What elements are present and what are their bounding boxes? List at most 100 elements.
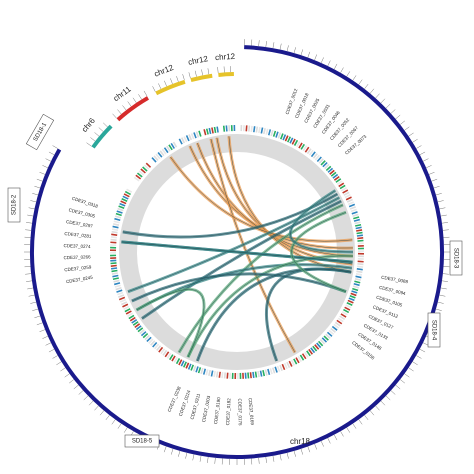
- heat-cell: [338, 182, 345, 188]
- heat-cell: [135, 174, 142, 180]
- heat-cell: [267, 368, 271, 375]
- heat-cell: [127, 312, 134, 317]
- tick: [36, 322, 43, 326]
- chromosome-arc: [155, 79, 186, 96]
- heat-cell: [284, 135, 289, 142]
- link-edge: [210, 138, 296, 353]
- heat-cell: [124, 190, 131, 196]
- heat-cell: [306, 350, 311, 357]
- heat-cell: [349, 295, 356, 299]
- gene-label: CDE37_0094: [379, 285, 407, 297]
- gene-label: CDE37_0175: [237, 398, 242, 426]
- heat-cell: [289, 137, 294, 144]
- tick: [78, 390, 84, 395]
- tick: [170, 448, 174, 455]
- link-edge: [136, 289, 205, 358]
- tick: [395, 384, 401, 390]
- heat-cell: [272, 130, 277, 137]
- heat-cell: [356, 268, 363, 271]
- heat-cell: [308, 348, 314, 355]
- heat-cell: [250, 125, 253, 132]
- heat-cell: [213, 370, 216, 378]
- heat-cell: [110, 236, 117, 239]
- heat-cell: [119, 202, 126, 207]
- tick: [340, 431, 344, 437]
- heat-cell: [345, 304, 352, 309]
- gene-label: CDE37_0318: [71, 196, 99, 209]
- heat-cell: [348, 203, 356, 208]
- tick: [408, 132, 414, 137]
- tick: [217, 66, 219, 74]
- tick: [182, 74, 185, 80]
- heat-cell: [356, 229, 363, 232]
- heat-cell: [316, 156, 322, 163]
- heat-cell: [265, 128, 269, 135]
- tick: [201, 69, 203, 76]
- heat-cell: [346, 302, 353, 306]
- heat-cell: [290, 359, 295, 366]
- heat-cell: [136, 172, 143, 178]
- heat-cell: [140, 168, 146, 174]
- heat-cell: [118, 205, 125, 209]
- tick: [439, 294, 446, 297]
- tick: [30, 301, 37, 304]
- heat-cell: [317, 340, 324, 347]
- tick: [164, 80, 167, 87]
- heat-cell: [139, 329, 145, 335]
- heat-cell: [161, 148, 167, 155]
- heat-cell: [355, 275, 362, 279]
- heat-cell: [332, 173, 339, 179]
- heat-cell: [162, 349, 168, 356]
- link-edge: [197, 142, 353, 257]
- heat-cell: [128, 314, 135, 320]
- tick: [163, 446, 167, 453]
- heat-cell: [354, 278, 362, 281]
- heat-cell: [352, 213, 359, 217]
- heat-cell: [343, 308, 350, 314]
- heat-cell: [260, 127, 264, 134]
- heat-cell: [357, 263, 364, 266]
- heat-cell: [158, 346, 164, 353]
- heat-cell: [347, 201, 355, 206]
- heat-cell: [203, 129, 207, 136]
- tick: [408, 367, 414, 372]
- segment-box: SD18-3: [449, 240, 463, 276]
- tick: [265, 456, 267, 463]
- gene-label: CDE37_0088: [381, 275, 409, 285]
- tick: [34, 185, 41, 189]
- tick: [94, 132, 100, 137]
- heat-cell: [180, 360, 185, 367]
- tick: [90, 137, 96, 142]
- heat-cell: [293, 358, 298, 365]
- heat-cell: [142, 166, 148, 172]
- tick: [442, 273, 449, 275]
- segment-box: SD18-4: [427, 312, 441, 348]
- heat-cell: [275, 131, 279, 138]
- tick: [27, 214, 34, 217]
- tick: [68, 379, 75, 384]
- rings: [24, 39, 450, 465]
- link-edge: [131, 273, 347, 302]
- tick: [117, 109, 122, 115]
- tick: [25, 229, 32, 231]
- heat-cell: [333, 323, 340, 329]
- tick: [60, 367, 66, 372]
- tick: [293, 450, 296, 457]
- tick: [286, 45, 289, 52]
- heat-cell: [155, 153, 161, 160]
- tick: [358, 419, 363, 425]
- heat-cell: [310, 347, 316, 354]
- heat-cell: [135, 325, 142, 331]
- heat-cell: [287, 136, 291, 143]
- heat-cell: [175, 358, 181, 365]
- heat-cell: [306, 148, 312, 155]
- gene-label: CDE37_0224: [178, 389, 192, 417]
- chromosome-label: chr12: [153, 63, 175, 79]
- heat-cell: [188, 134, 193, 141]
- tick: [152, 86, 156, 92]
- tick: [375, 405, 380, 411]
- tick: [199, 455, 202, 462]
- heat-cell: [195, 366, 199, 373]
- link-edge: [170, 156, 353, 242]
